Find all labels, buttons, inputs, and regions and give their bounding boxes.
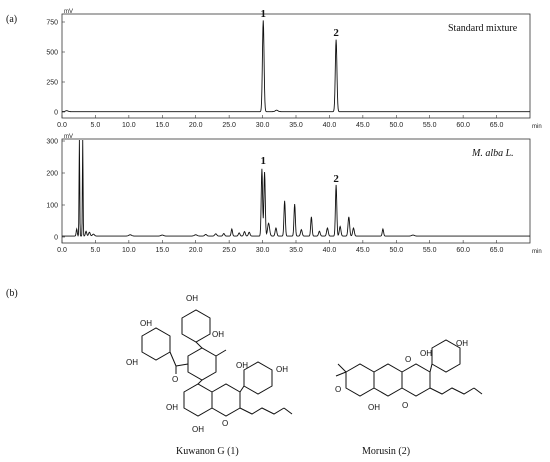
- oh-label: OH: [166, 403, 178, 412]
- o-label: O: [222, 419, 228, 428]
- y-tick-label: 0: [54, 235, 58, 242]
- oh-label: OH: [186, 294, 198, 303]
- x-tick-label: 15.0: [155, 247, 169, 254]
- o-label: O: [335, 385, 341, 394]
- x-tick-label: 5.0: [91, 122, 101, 129]
- y-tick-label: 300: [46, 139, 58, 146]
- x-tick-label: 65.0: [490, 122, 504, 129]
- x-tick-label: 30.0: [256, 247, 270, 254]
- chart-title: Standard mixture: [448, 23, 518, 34]
- x-tick-label: 60.0: [456, 122, 470, 129]
- peak-label: 1: [260, 155, 266, 167]
- prenyl-chain: [239, 407, 285, 415]
- chromatogram-standard-mixture: Standard mixture mV min 0 250 500 750 0.0 5.…: [46, 8, 541, 130]
- x-tick-label: 0.0: [57, 247, 67, 254]
- x-tick-label: 35.0: [289, 247, 303, 254]
- x-tick-label: 10.0: [122, 122, 136, 129]
- y-tick-label: 500: [46, 50, 58, 57]
- o-label: O: [172, 375, 178, 384]
- bond: [169, 351, 177, 367]
- ring: [141, 327, 171, 361]
- x-tick-label: 25.0: [222, 122, 236, 129]
- y-tick-label: 0: [54, 110, 58, 117]
- ring: [345, 363, 375, 397]
- o-label: O: [405, 355, 411, 364]
- oh-label: OH: [192, 425, 204, 434]
- kuwanon-g-labels: OH OH OH OH O OH OH OH OH O: [126, 294, 288, 434]
- bond: [239, 385, 245, 393]
- morusin-structure: [335, 339, 483, 397]
- bond: [473, 387, 483, 395]
- x-tick-label: 55.0: [423, 247, 437, 254]
- x-tick-label: 10.0: [122, 247, 136, 254]
- prenyl-chain: [429, 387, 475, 395]
- bond: [335, 371, 347, 377]
- x-tick-label: 5.0: [91, 247, 101, 254]
- chromatogram-trace: [62, 140, 530, 237]
- oh-label: OH: [368, 403, 380, 412]
- morusin-labels: O O OH OH OH O: [335, 339, 468, 412]
- y-tick-label: 750: [46, 20, 58, 27]
- x-tick-label: 30.0: [256, 122, 270, 129]
- panel-a-label: (a): [6, 14, 17, 25]
- peak-label: 2: [333, 173, 339, 185]
- x-tick-label: 45.0: [356, 247, 370, 254]
- x-axis-unit: min: [532, 249, 542, 255]
- bond: [283, 407, 293, 415]
- x-tick-label: 0.0: [57, 122, 67, 129]
- x-tick-label: 50.0: [389, 247, 403, 254]
- bond: [195, 341, 203, 349]
- oh-label: OH: [140, 319, 152, 328]
- oh-label: OH: [456, 339, 468, 348]
- bond: [337, 363, 347, 373]
- chromatogram-m-alba: M. alba L. mV min 0 100 200 300 0.0 5.0 10.0 1…: [46, 134, 541, 255]
- compound-1-name: Kuwanon G (1): [176, 446, 239, 457]
- x-tick-label: 20.0: [189, 247, 203, 254]
- ring: [183, 383, 213, 417]
- ring: [401, 363, 431, 397]
- x-axis-unit: min: [532, 124, 542, 130]
- bond: [215, 349, 227, 357]
- panel-b-label: (b): [6, 288, 18, 299]
- ring: [243, 361, 273, 395]
- compound-2-name: Morusin (2): [362, 446, 410, 457]
- x-tick-label: 35.0: [289, 122, 303, 129]
- oh-label: OH: [212, 330, 224, 339]
- oh-label: OH: [420, 349, 432, 358]
- chart-title: M. alba L.: [471, 148, 514, 159]
- y-axis-unit: mV: [64, 134, 73, 140]
- x-tick-label: 50.0: [389, 122, 403, 129]
- ring: [181, 309, 211, 343]
- x-tick-label: 40.0: [323, 122, 337, 129]
- peak-label: 2: [333, 27, 339, 39]
- oh-label: OH: [126, 358, 138, 367]
- x-tick-label: 55.0: [423, 122, 437, 129]
- oh-label: OH: [236, 361, 248, 370]
- y-tick-label: 200: [46, 171, 58, 178]
- chromatogram-trace: [62, 20, 530, 113]
- o-label: O: [402, 401, 408, 410]
- bond: [197, 379, 203, 385]
- peak-label: 1: [260, 8, 266, 20]
- x-tick-label: 20.0: [189, 122, 203, 129]
- x-tick-label: 15.0: [155, 122, 169, 129]
- ring: [187, 347, 217, 381]
- ring: [373, 363, 403, 397]
- x-tick-label: 25.0: [222, 247, 236, 254]
- ring: [211, 383, 241, 417]
- kuwanon-g-structure: [141, 309, 293, 417]
- bond: [175, 363, 189, 367]
- y-axis-unit: mV: [64, 9, 73, 15]
- x-tick-label: 40.0: [323, 247, 337, 254]
- x-tick-label: 65.0: [490, 247, 504, 254]
- x-tick-label: 45.0: [356, 122, 370, 129]
- y-tick-label: 250: [46, 80, 58, 87]
- bond: [429, 363, 433, 373]
- y-tick-label: 100: [46, 203, 58, 210]
- oh-label: OH: [276, 365, 288, 374]
- x-tick-label: 60.0: [456, 247, 470, 254]
